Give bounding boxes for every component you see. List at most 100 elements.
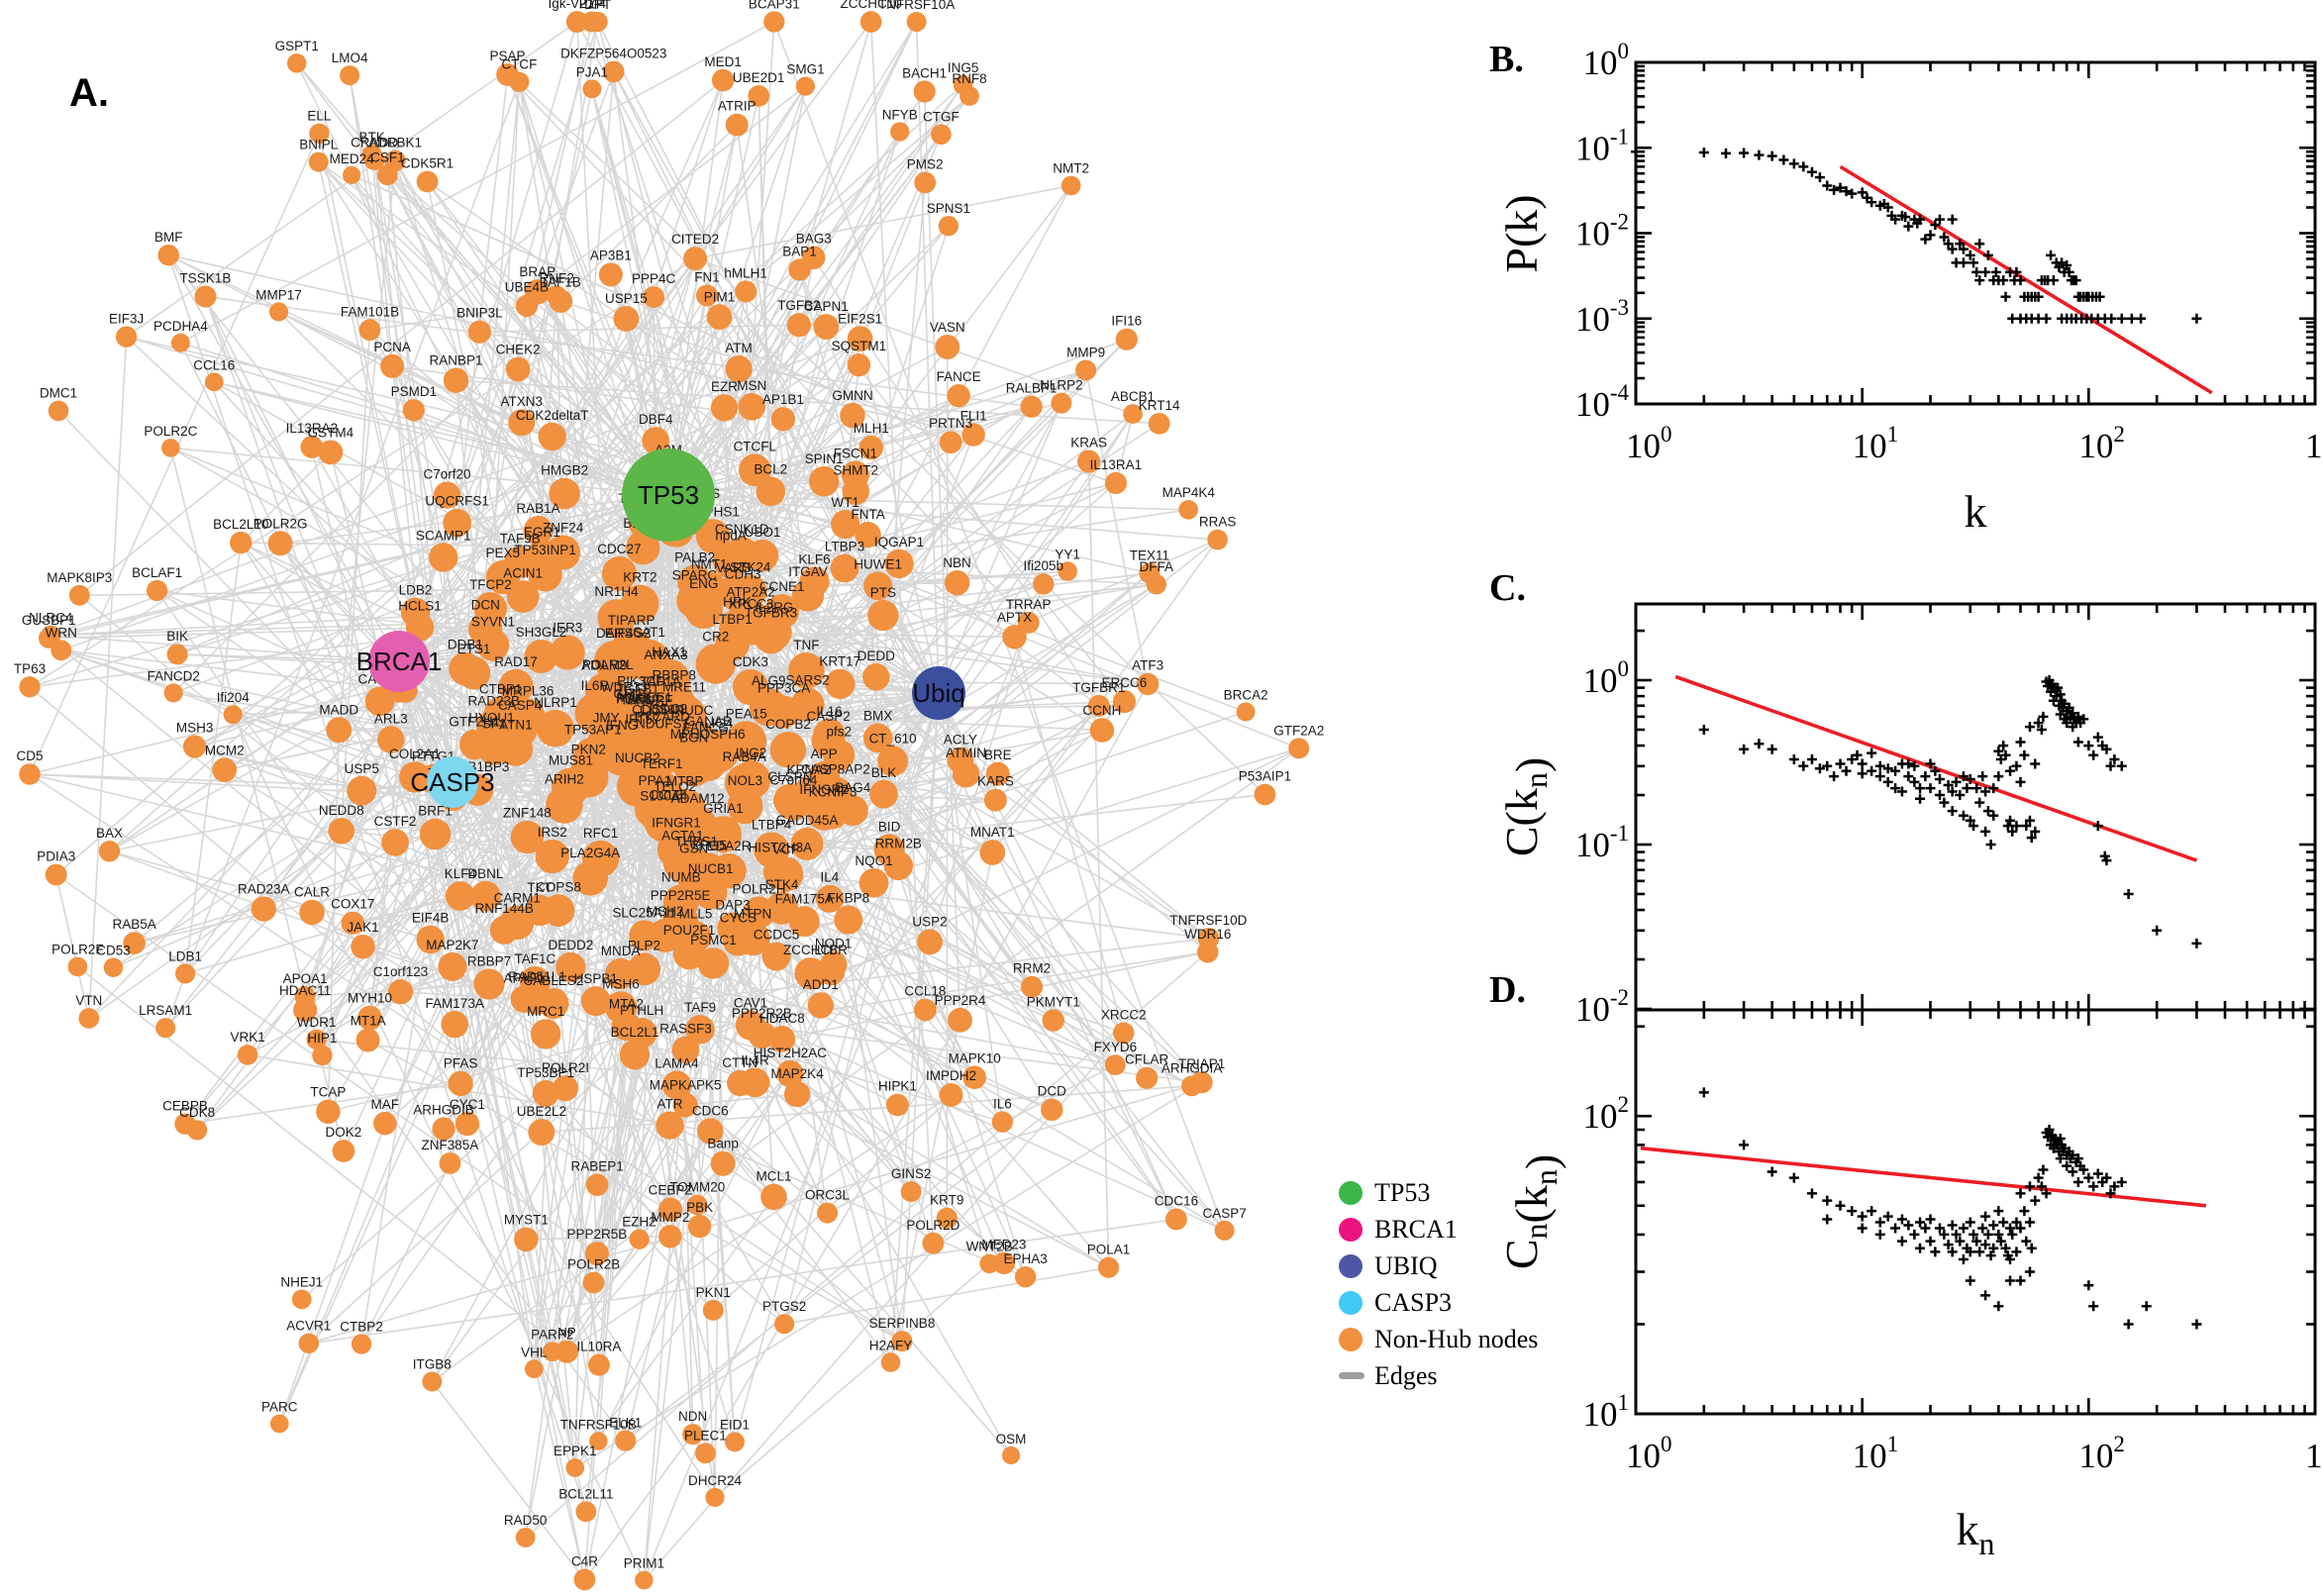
data-point: [2000, 291, 2011, 302]
node-label: MT1A: [351, 1014, 386, 1029]
node-label: CDC6: [692, 1103, 729, 1118]
network-edge: [525, 951, 1209, 1539]
data-point: [1947, 786, 1958, 797]
network-edge: [773, 21, 1226, 1232]
data-point: [1814, 172, 1825, 183]
network-node: [815, 884, 845, 913]
network-edge: [427, 180, 753, 408]
network-edge: [341, 85, 807, 832]
node-label: KLF4: [445, 866, 477, 881]
network-node: [351, 1334, 372, 1354]
node-label: KPNA2: [787, 762, 831, 777]
node-label: HIST2H3A: [749, 841, 813, 855]
node-label: ABCB1: [1111, 389, 1155, 404]
network-node: [473, 591, 508, 626]
data-point: [1947, 244, 1958, 254]
network-node: [402, 399, 426, 422]
data-point: [2026, 833, 2037, 844]
data-point: [2015, 1188, 2026, 1199]
network-edge: [565, 848, 890, 1352]
node-label: PIK3CD: [617, 673, 665, 688]
network-edge: [625, 1109, 1053, 1442]
legend-label: TP53: [1374, 1177, 1431, 1207]
node-label: IRS2: [538, 825, 567, 840]
node-label: LMO4: [332, 50, 368, 65]
network-node: [1115, 328, 1138, 350]
network-node: [528, 1119, 556, 1146]
node-label: GSPT1: [275, 39, 319, 53]
node-label: PEX5: [486, 546, 521, 560]
network-edge: [946, 347, 949, 1219]
node-label: RNF2: [540, 270, 574, 285]
axis-tick-label: 100: [1583, 656, 1630, 700]
node-label: SARS2: [785, 673, 829, 688]
data-point: [1925, 1236, 1936, 1247]
data-point: [1969, 1229, 1979, 1240]
node-label: YY1: [1055, 547, 1080, 561]
node-label: KARS: [977, 774, 1014, 789]
network-node: [1017, 611, 1040, 634]
network-edge: [318, 161, 832, 972]
data-point: [1754, 739, 1765, 749]
network-edge: [50, 634, 400, 662]
node-label: PPP4C: [632, 271, 676, 286]
node-label: PKN1: [696, 1285, 731, 1300]
data-point: [1925, 1214, 1936, 1225]
network-node: [267, 531, 293, 556]
data-point: [1974, 275, 1985, 286]
network-node: [399, 761, 431, 793]
data-point: [1698, 1087, 1709, 1098]
node-label: CDK3: [733, 654, 768, 669]
node-label: TP63: [14, 661, 46, 676]
chart-panel-c: 100 10-1 10-2 C(kn): [1496, 602, 2317, 1029]
node-label: PIM1: [704, 289, 736, 304]
network-node: [498, 668, 534, 704]
network-node: [939, 1082, 963, 1107]
node-label: MLH1: [854, 421, 889, 436]
network-edge: [426, 180, 669, 496]
network-node: [1020, 395, 1043, 418]
network-edge: [745, 291, 787, 875]
data-point: [1930, 220, 1941, 231]
node-label: ANXA3: [644, 648, 687, 662]
data-point: [1835, 1200, 1846, 1211]
node-label: CDH3: [725, 566, 761, 581]
network-node: [801, 246, 826, 269]
network-edge: [311, 911, 774, 1198]
axis-tick-label: 101: [1853, 1432, 1899, 1475]
network-edge: [667, 369, 1086, 496]
network-node: [693, 875, 728, 910]
data-point: [1930, 1247, 1941, 1257]
panel-c-label: C.: [1489, 567, 1526, 609]
plot-frame: [1634, 60, 2317, 406]
network-node: [765, 891, 798, 925]
data-point: [1874, 760, 1885, 771]
network-node: [364, 686, 395, 717]
node-label: MPHOSPH6: [670, 727, 746, 742]
node-label: IL6: [993, 1096, 1012, 1111]
network-node: [377, 726, 405, 753]
data-point: [1882, 1211, 1893, 1222]
legend-item: Edges: [1339, 1357, 1538, 1394]
network-edge: [452, 781, 682, 904]
network-edge: [304, 996, 627, 1442]
network-node: [175, 963, 196, 984]
data-point: [2015, 1275, 2026, 1286]
network-node: [567, 756, 609, 798]
network-edge: [694, 509, 1189, 583]
network-node: [858, 435, 884, 460]
network-edge: [750, 1024, 1202, 1084]
network-edge: [537, 291, 1055, 1021]
network-node: [1041, 1098, 1063, 1122]
fit-line: [1640, 1146, 2207, 1208]
network-node: [754, 832, 790, 868]
network-node: [768, 1026, 796, 1052]
node-label: RBBP8: [653, 668, 696, 683]
network-edge: [877, 570, 1068, 587]
node-label: SMG1: [786, 62, 824, 77]
network-node: [115, 326, 138, 348]
node-label: SAT1: [633, 625, 665, 640]
network-edge: [318, 133, 421, 628]
data-point: [1857, 1223, 1868, 1234]
data-point: [1980, 826, 1991, 837]
